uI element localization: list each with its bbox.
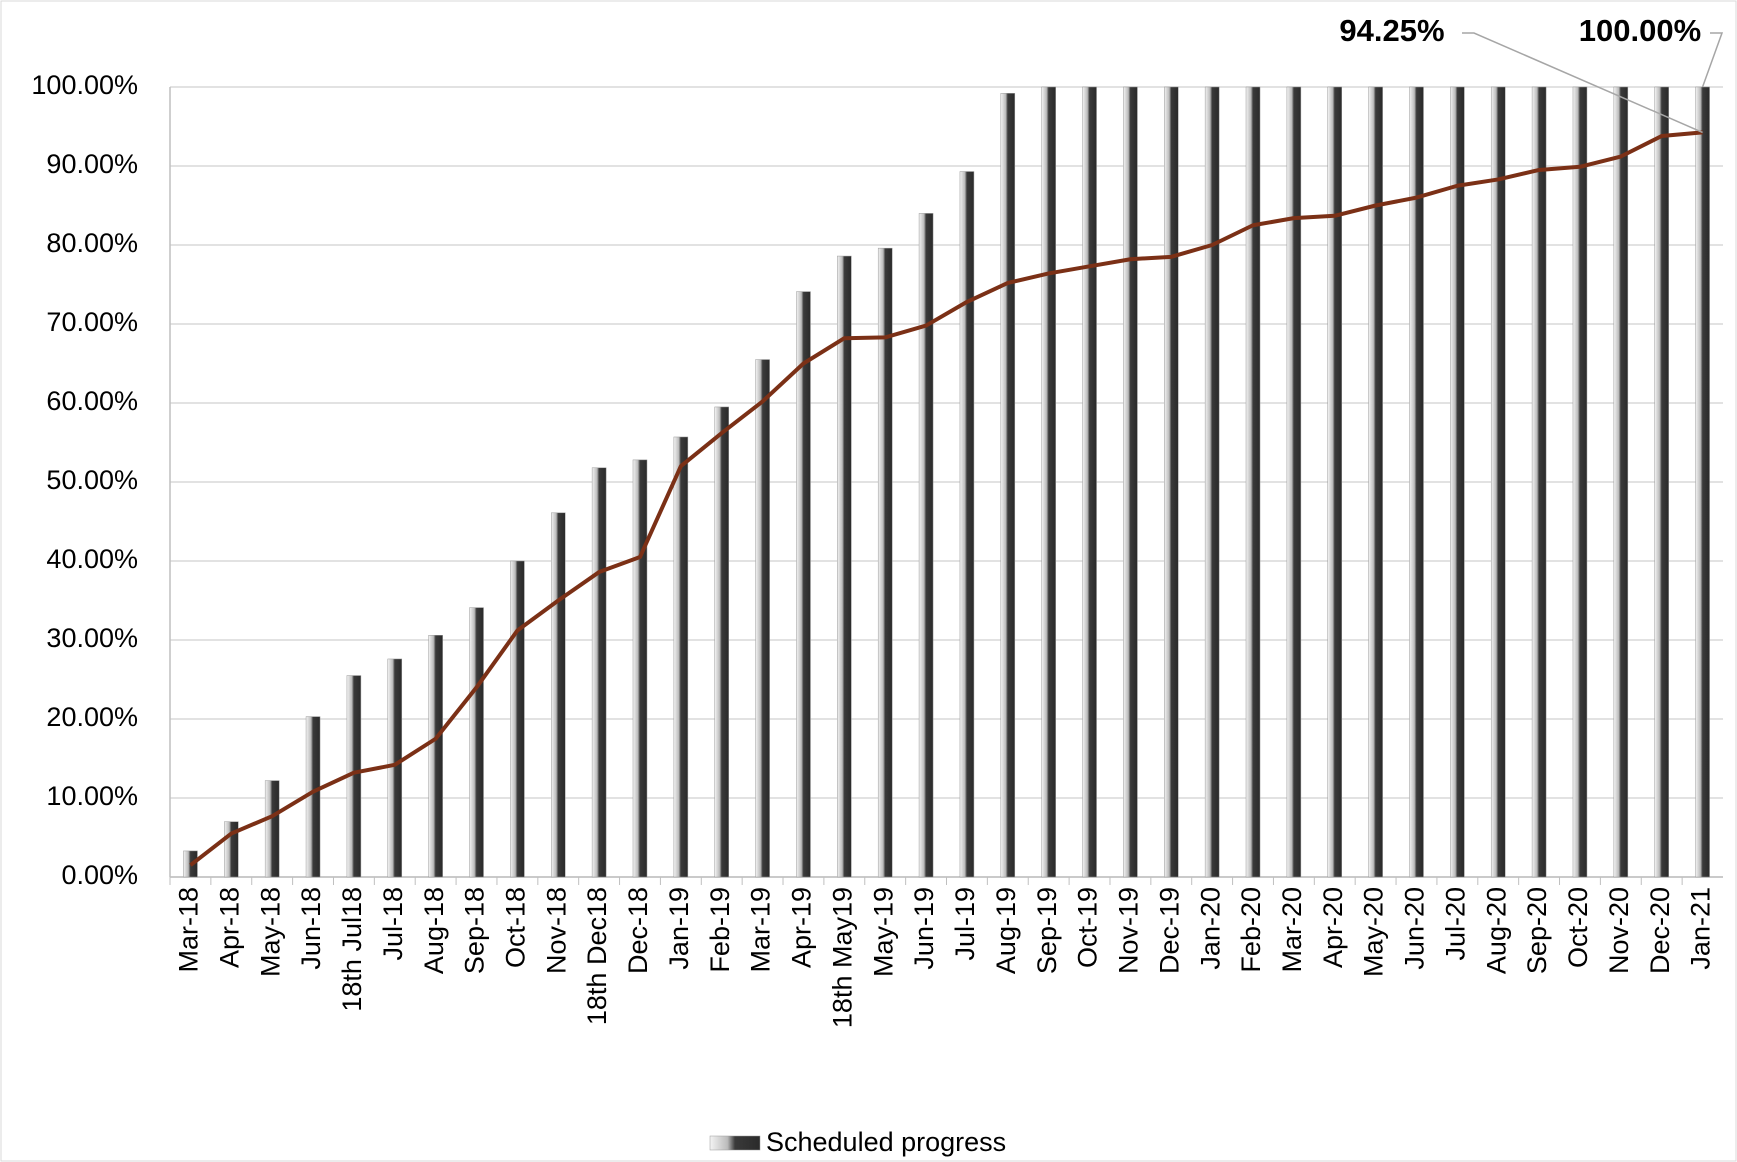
x-tick-label: Jan-21 xyxy=(1686,887,1716,970)
bar xyxy=(1613,86,1629,878)
x-tick-label: Jul-20 xyxy=(1440,887,1470,961)
x-tick-label: Aug-18 xyxy=(419,887,449,974)
legend-label: Scheduled progress xyxy=(766,1127,1006,1157)
bar xyxy=(1531,86,1547,878)
data-label: 100.00% xyxy=(1579,13,1701,48)
bar xyxy=(1450,86,1465,878)
y-tick-label: 0.00% xyxy=(61,860,138,890)
bar xyxy=(1286,86,1302,878)
y-tick-label: 40.00% xyxy=(46,544,138,574)
bar xyxy=(918,213,934,878)
y-tick-label: 60.00% xyxy=(46,386,138,416)
bar xyxy=(1041,86,1056,878)
x-tick-label: Feb-20 xyxy=(1236,887,1266,973)
legend-swatch xyxy=(709,1135,761,1151)
bar xyxy=(877,247,893,878)
bar xyxy=(1082,86,1097,878)
y-tick-label: 90.00% xyxy=(46,149,138,179)
bar xyxy=(1327,86,1342,878)
data-label: 94.25% xyxy=(1339,13,1444,48)
y-tick-label: 20.00% xyxy=(46,702,138,732)
x-tick-label: Dec-20 xyxy=(1645,887,1675,974)
bar xyxy=(264,780,280,878)
x-tick-label: May-18 xyxy=(255,887,285,977)
bar xyxy=(796,291,811,878)
x-tick-label: Sep-18 xyxy=(460,887,490,974)
x-tick-label: Dec-18 xyxy=(623,887,653,974)
x-tick-label: Apr-19 xyxy=(787,887,817,968)
x-tick-label: 18th May19 xyxy=(827,887,857,1028)
x-tick-label: May-20 xyxy=(1359,887,1389,977)
y-tick-label: 80.00% xyxy=(46,228,138,258)
x-tick-label: Oct-18 xyxy=(501,887,531,968)
bar xyxy=(551,512,566,878)
bar xyxy=(1245,86,1261,878)
bar xyxy=(1204,86,1220,878)
x-tick-label: Jun-18 xyxy=(296,887,326,970)
bar xyxy=(1572,86,1588,878)
bar xyxy=(387,658,403,878)
x-tick-label: Aug-20 xyxy=(1481,887,1511,974)
x-tick-label: 18th Jul18 xyxy=(337,887,367,1012)
y-tick-label: 70.00% xyxy=(46,307,138,337)
x-tick-label: Jul-19 xyxy=(950,887,980,961)
x-tick-label: Nov-19 xyxy=(1114,887,1144,974)
bar xyxy=(1695,86,1710,878)
bar xyxy=(428,635,443,878)
x-tick-label: Jan-20 xyxy=(1195,887,1225,970)
x-tick-label: Jan-19 xyxy=(664,887,694,970)
bar xyxy=(510,560,525,878)
bar xyxy=(591,467,607,878)
x-tick-label: Jul-18 xyxy=(378,887,408,961)
x-tick-label: Nov-18 xyxy=(541,887,571,974)
bar xyxy=(469,607,484,878)
x-tick-label: Feb-19 xyxy=(705,887,735,973)
x-tick-label: Oct-19 xyxy=(1073,887,1103,968)
leader-line xyxy=(1701,32,1724,88)
x-tick-label: Apr-18 xyxy=(214,887,244,968)
y-tick-label: 100.00% xyxy=(31,70,138,100)
x-tick-label: Mar-19 xyxy=(746,887,776,973)
bar xyxy=(837,255,852,878)
bar xyxy=(959,171,975,878)
x-tick-label: Mar-20 xyxy=(1277,887,1307,973)
x-tick-label: Sep-20 xyxy=(1522,887,1552,974)
bar xyxy=(1000,93,1016,878)
bar xyxy=(1654,86,1669,878)
bar xyxy=(1368,86,1383,878)
y-tick-label: 50.00% xyxy=(46,465,138,495)
bar xyxy=(632,459,648,878)
bar xyxy=(755,359,770,878)
y-tick-label: 10.00% xyxy=(46,781,138,811)
x-tick-label: Mar-18 xyxy=(174,887,204,973)
x-tick-label: Jun-20 xyxy=(1400,887,1430,970)
y-tick-label: 30.00% xyxy=(46,623,138,653)
bar xyxy=(1490,86,1506,878)
x-tick-label: Oct-20 xyxy=(1563,887,1593,968)
x-tick-label: Nov-20 xyxy=(1604,887,1634,974)
bar xyxy=(673,436,689,878)
bar xyxy=(714,406,729,878)
bar xyxy=(1123,86,1138,878)
x-tick-label: Jun-19 xyxy=(909,887,939,970)
x-tick-label: Apr-20 xyxy=(1318,887,1348,968)
leader-line xyxy=(1462,32,1703,134)
x-tick-label: Sep-19 xyxy=(1032,887,1062,974)
x-tick-label: 18th Dec18 xyxy=(582,887,612,1025)
bar xyxy=(1164,86,1179,878)
x-tick-label: Aug-19 xyxy=(991,887,1021,974)
line-series xyxy=(189,130,1703,867)
x-tick-label: Dec-19 xyxy=(1154,887,1184,974)
bar xyxy=(1409,86,1424,878)
x-tick-label: May-19 xyxy=(868,887,898,977)
